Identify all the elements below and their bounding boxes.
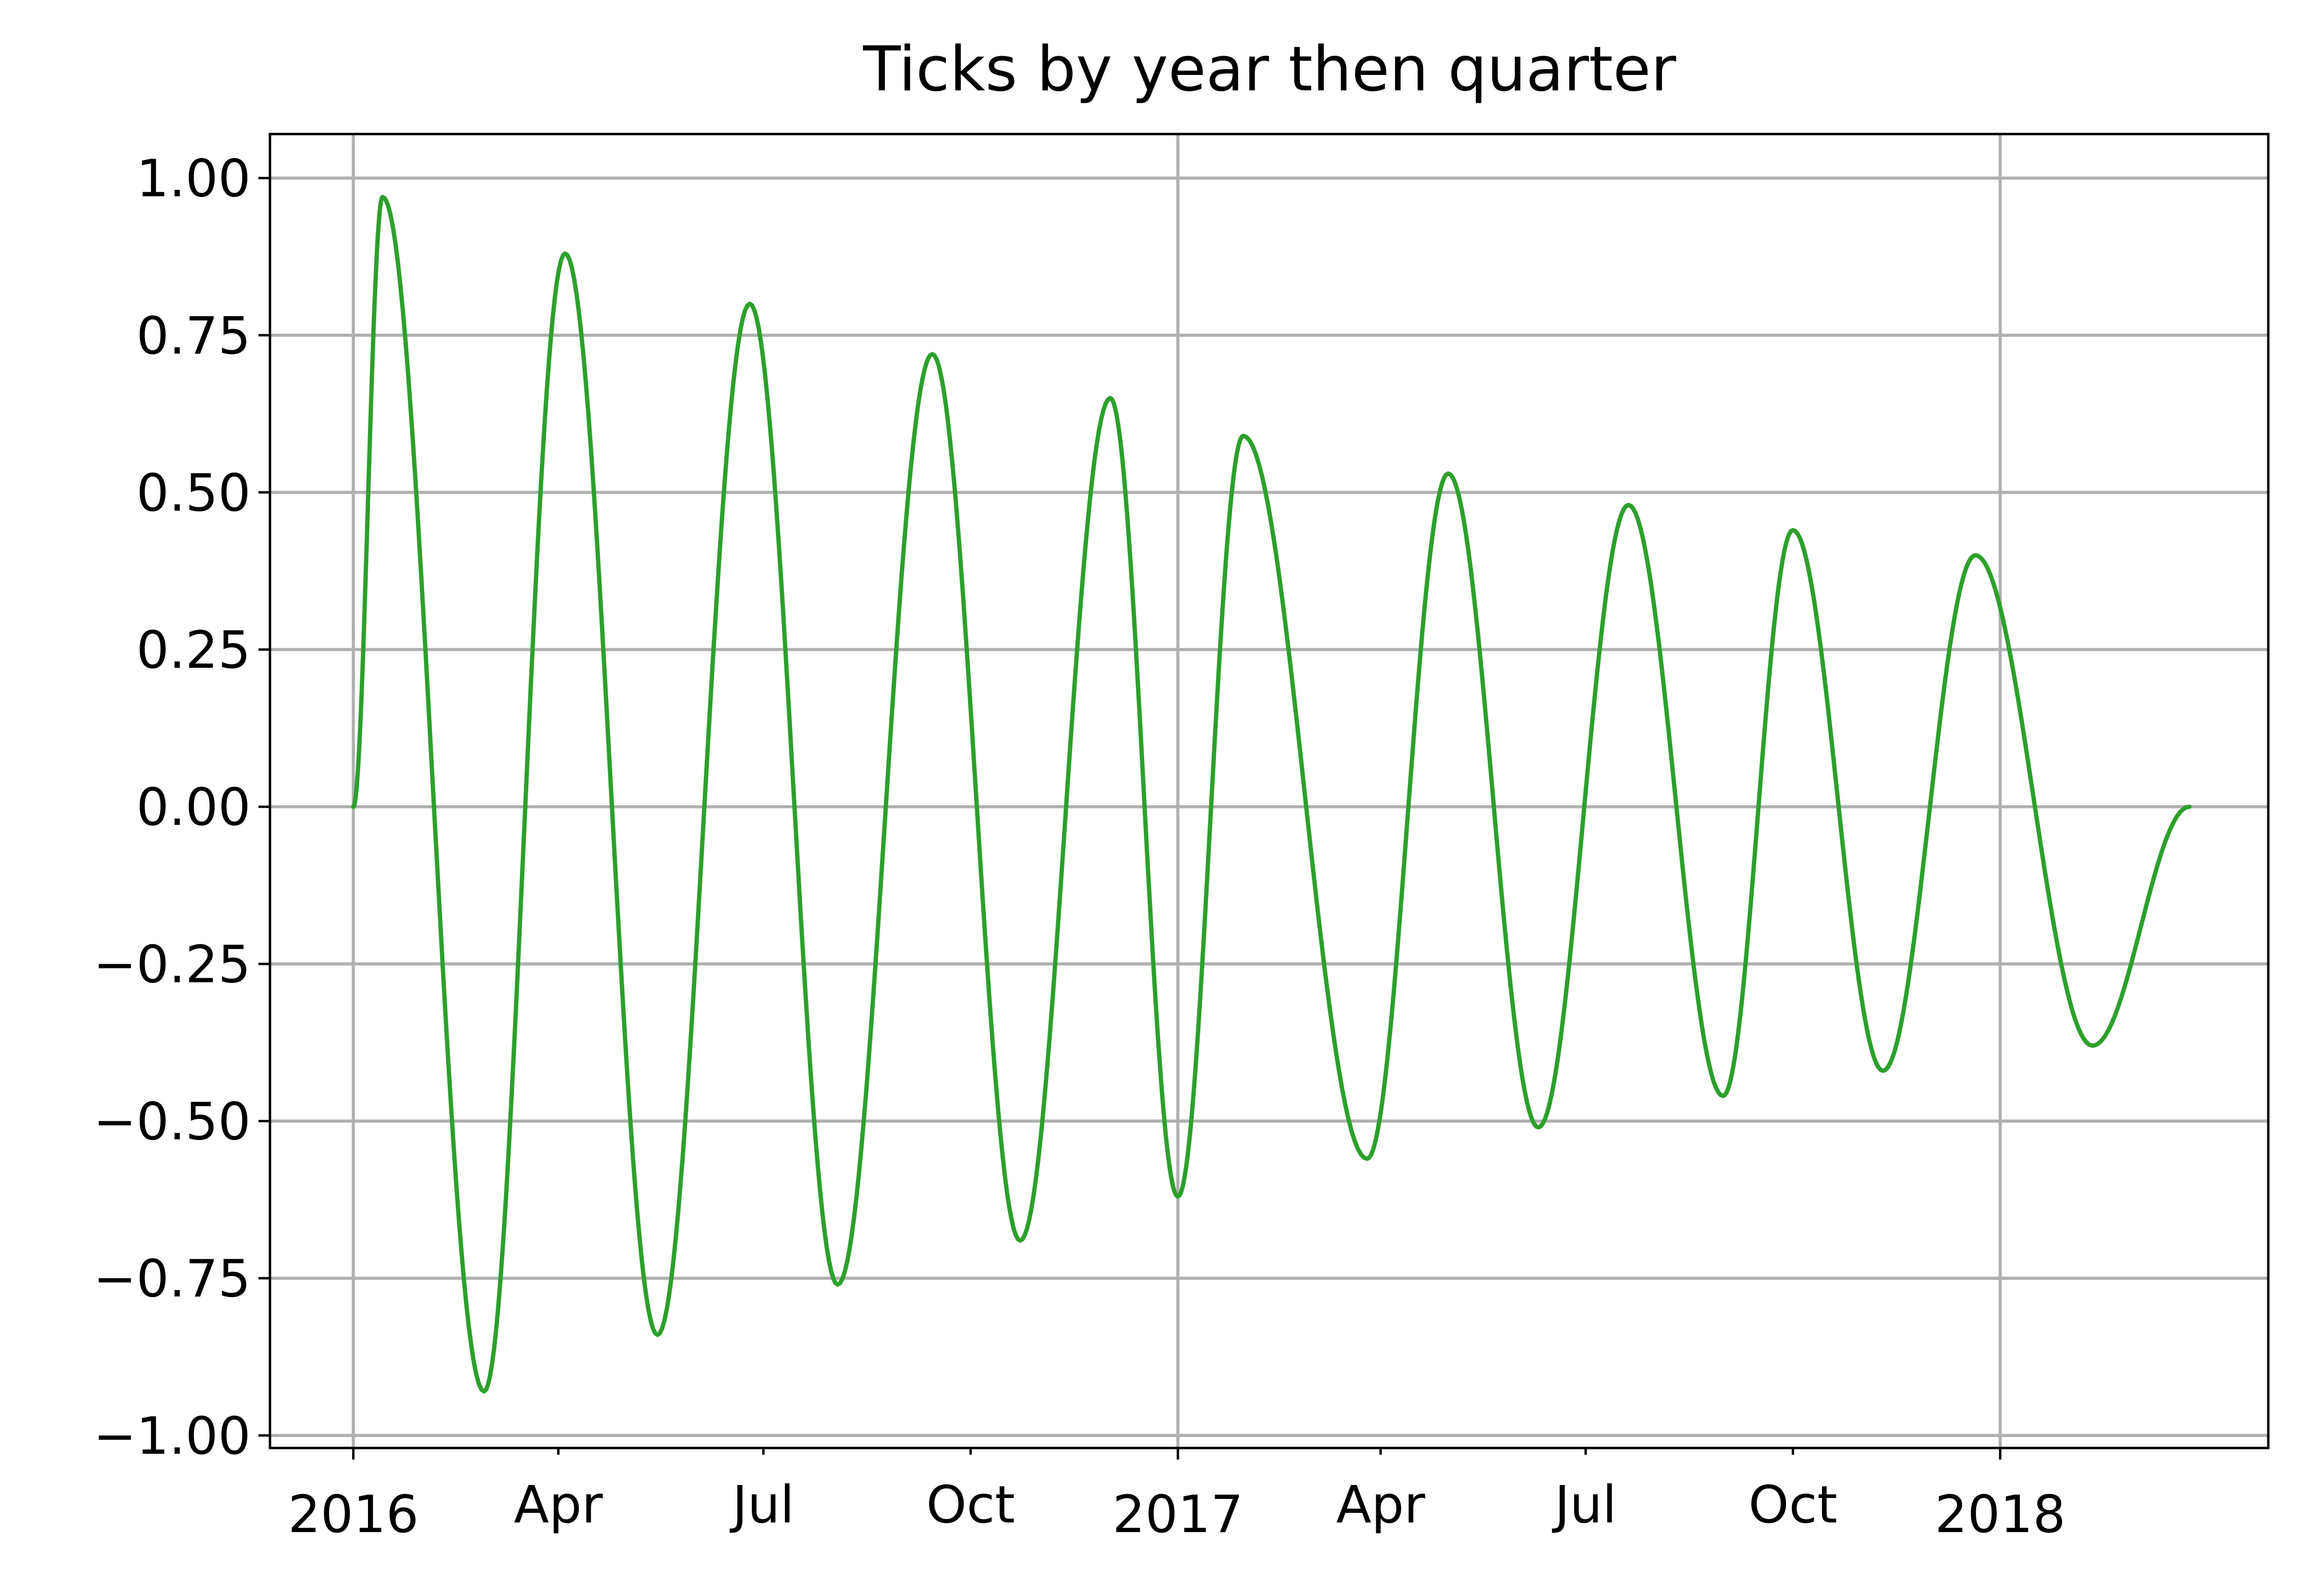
x-quarter-label: Apr xyxy=(514,1475,603,1535)
y-tick-label: −1.00 xyxy=(93,1407,251,1466)
x-quarter-label: Jul xyxy=(730,1475,795,1535)
x-quarter-label: Apr xyxy=(1336,1475,1425,1535)
y-tick-label: −0.50 xyxy=(93,1092,251,1152)
chart-title: Ticks by year then quarter xyxy=(863,34,1676,105)
x-year-label: 2016 xyxy=(288,1485,418,1545)
y-tick-label: 0.00 xyxy=(136,778,251,837)
y-tick-label: 0.50 xyxy=(136,464,251,523)
x-quarter-label: Oct xyxy=(1749,1475,1837,1535)
plot-frame xyxy=(269,133,2270,1449)
y-tick-label: 0.75 xyxy=(136,307,251,366)
x-year-label: 2017 xyxy=(1113,1485,1243,1545)
x-year-label: 2018 xyxy=(1935,1485,2066,1545)
y-tick-label: −0.75 xyxy=(93,1250,251,1309)
series-line xyxy=(351,195,2192,1394)
y-tick-label: 0.25 xyxy=(136,621,251,680)
series-layer xyxy=(351,195,2192,1394)
x-quarter-label: Oct xyxy=(926,1475,1015,1535)
x-quarter-label: Jul xyxy=(1552,1475,1616,1535)
grid-lines xyxy=(270,134,2268,1448)
y-tick-label: −0.25 xyxy=(93,935,251,994)
y-tick-label: 1.00 xyxy=(136,149,251,209)
axis-ticks: 1.00 0.75 0.50 0.25 0.00 −0.25 −0.50 −0.75 −1.00… xyxy=(93,149,2066,1545)
